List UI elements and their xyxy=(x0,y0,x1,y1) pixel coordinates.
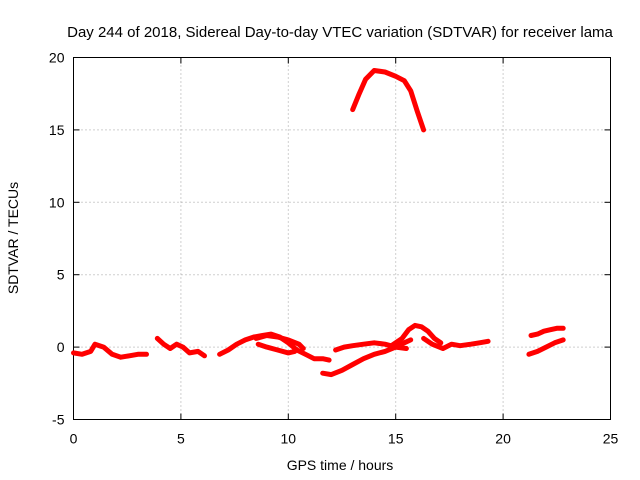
plot-frame xyxy=(73,57,611,420)
y-tick-label: 20 xyxy=(49,50,65,66)
y-axis: -5 0 5 10 15 20 xyxy=(49,50,611,428)
x-axis: 0 5 10 15 20 25 xyxy=(70,57,619,447)
y-tick-label: -5 xyxy=(52,412,65,428)
x-tick-label: 25 xyxy=(603,431,619,447)
x-tick-label: 15 xyxy=(388,431,404,447)
y-axis-label: SDTVAR / TECUs xyxy=(5,182,21,294)
x-tick-label: 5 xyxy=(177,431,185,447)
series-line-seg-1 xyxy=(71,341,149,360)
x-tick-label: 10 xyxy=(281,431,297,447)
series-line-seg-9 xyxy=(388,322,444,349)
chart-title: Day 244 of 2018, Sidereal Day-to-day VTE… xyxy=(67,24,613,41)
series-line-seg-12 xyxy=(526,337,566,357)
series-line-seg-4 xyxy=(253,333,306,351)
series-line-seg-5 xyxy=(255,341,298,356)
series-line-seg-6 xyxy=(320,337,414,378)
series-group xyxy=(71,68,566,378)
x-axis-label: GPS time / hours xyxy=(287,457,394,473)
series-line-seg-8 xyxy=(350,68,427,133)
x-tick-label: 0 xyxy=(70,431,78,447)
series-line-seg-10 xyxy=(421,335,491,351)
series-line-seg-11 xyxy=(528,325,566,338)
grid xyxy=(73,57,611,420)
y-tick-label: 0 xyxy=(57,339,65,355)
x-tick-label: 20 xyxy=(495,431,511,447)
y-tick-label: 10 xyxy=(49,194,65,210)
y-tick-label: 15 xyxy=(49,122,65,138)
series-line-seg-2 xyxy=(154,335,207,359)
y-tick-label: 5 xyxy=(57,267,65,283)
